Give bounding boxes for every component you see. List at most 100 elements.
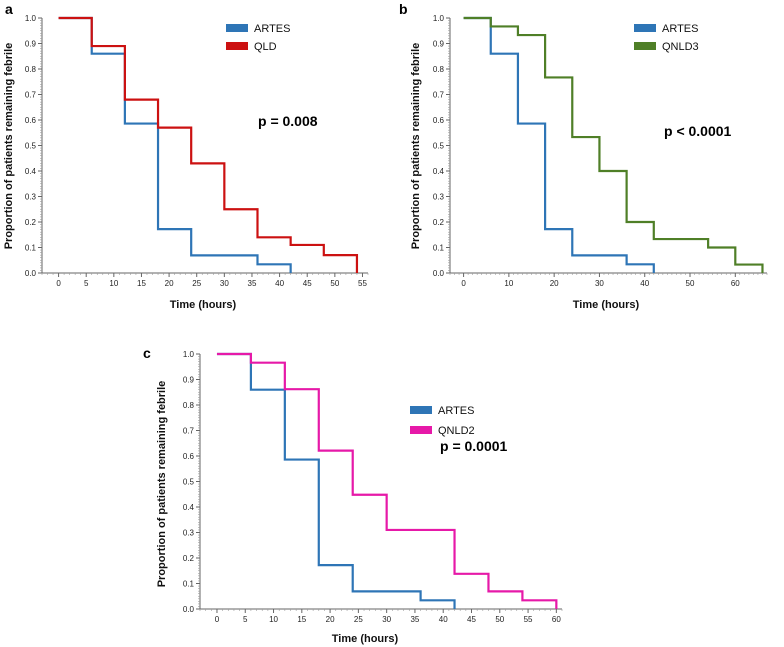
x-tick-label-b: 40 — [640, 279, 649, 288]
series-line-qld-a — [58, 16, 359, 273]
y-tick-label-b: 0.0 — [433, 269, 445, 278]
y-tick-label-a: 0.3 — [25, 193, 37, 202]
legend-b: ARTES QNLD3 — [634, 23, 699, 53]
legend-label-qld-a: QLD — [254, 41, 277, 53]
legend-swatch-qnld3-b — [634, 42, 656, 50]
y-tick-label-a: 0.9 — [25, 40, 37, 49]
y-tick-label-a: 0.4 — [25, 167, 37, 176]
x-tick-label-b: 10 — [504, 279, 513, 288]
x-tick-label-c: 5 — [243, 615, 248, 624]
x-tick-label-a: 35 — [248, 279, 257, 288]
y-tick-label-b: 0.4 — [433, 167, 445, 176]
x-axis-title-c: Time (hours) — [332, 633, 399, 645]
y-tick-label-b: 0.1 — [433, 244, 445, 253]
panel-b: b Proportion of patients remaining febri… — [399, 1, 768, 311]
y-tick-label-b: 1.0 — [433, 14, 445, 23]
legend-swatch-artes-c — [410, 406, 432, 414]
x-tick-label-b: 20 — [550, 279, 559, 288]
x-tick-label-a: 45 — [303, 279, 312, 288]
y-tick-label-b: 0.5 — [433, 142, 445, 151]
x-tick-label-a: 15 — [137, 279, 146, 288]
legend-label-qnld3-b: QNLD3 — [662, 41, 699, 53]
y-tick-label-b: 0.6 — [433, 116, 445, 125]
p-value-c: p = 0.0001 — [440, 438, 508, 454]
legend-swatch-qnld2-c — [410, 426, 432, 434]
y-tick-label-b: 0.9 — [433, 40, 445, 49]
panel-letter-c: c — [143, 345, 151, 361]
panel-letter-a: a — [5, 1, 13, 17]
x-tick-label-c: 60 — [552, 615, 561, 624]
legend-label-artes-c: ARTES — [438, 405, 474, 417]
panel-letter-b: b — [399, 1, 408, 17]
x-tick-label-c: 50 — [495, 615, 504, 624]
legend-swatch-qld-a — [226, 42, 248, 50]
panel-c: c Proportion of patients remaining febri… — [143, 345, 563, 645]
x-tick-label-b: 30 — [595, 279, 604, 288]
p-value-b: p < 0.0001 — [664, 123, 732, 139]
x-tick-label-b: 60 — [731, 279, 740, 288]
legend-a: ARTES QLD — [226, 23, 290, 53]
y-tick-label-c: 0.9 — [183, 376, 195, 385]
x-axis-title-b: Time (hours) — [573, 299, 640, 311]
x-tick-label-c: 35 — [410, 615, 419, 624]
x-tick-label-a: 50 — [330, 279, 339, 288]
x-tick-label-a: 25 — [192, 279, 201, 288]
y-tick-label-a: 0.6 — [25, 116, 37, 125]
x-tick-label-c: 10 — [269, 615, 278, 624]
x-tick-label-c: 30 — [382, 615, 391, 624]
x-tick-label-c: 40 — [439, 615, 448, 624]
series-line-artes-a — [58, 16, 292, 273]
x-tick-label-a: 5 — [84, 279, 89, 288]
x-tick-label-b: 50 — [686, 279, 695, 288]
y-tick-label-a: 0.7 — [25, 91, 37, 100]
panel-a: a Proportion of patients remaining febri… — [3, 1, 369, 311]
x-tick-label-b: 0 — [461, 279, 466, 288]
x-tick-label-a: 55 — [358, 279, 367, 288]
legend-label-qnld2-c: QNLD2 — [438, 425, 475, 437]
legend-c: ARTES QNLD2 — [410, 405, 475, 437]
p-value-a: p = 0.008 — [258, 113, 318, 129]
y-tick-label-b: 0.7 — [433, 91, 445, 100]
x-tick-label-a: 0 — [56, 279, 61, 288]
x-tick-label-a: 30 — [220, 279, 229, 288]
x-tick-label-c: 15 — [297, 615, 306, 624]
y-tick-label-c: 0.2 — [183, 554, 195, 563]
y-tick-label-a: 0.8 — [25, 65, 37, 74]
y-tick-label-c: 0.3 — [183, 529, 195, 538]
y-tick-label-c: 0.0 — [183, 605, 195, 614]
y-axis-title-a: Proportion of patients remaining febrile — [3, 43, 15, 250]
y-tick-label-c: 0.6 — [183, 452, 195, 461]
x-tick-label-a: 40 — [275, 279, 284, 288]
y-tick-label-b: 0.8 — [433, 65, 445, 74]
legend-swatch-artes-a — [226, 24, 248, 32]
legend-swatch-artes-b — [634, 24, 656, 32]
y-tick-label-a: 0.1 — [25, 244, 37, 253]
legend-label-artes-a: ARTES — [254, 23, 290, 35]
series-line-qnld2-c — [216, 352, 558, 609]
y-tick-label-c: 0.5 — [183, 478, 195, 487]
x-tick-label-a: 20 — [165, 279, 174, 288]
y-tick-label-a: 0.5 — [25, 142, 37, 151]
series-line-artes-c — [216, 352, 456, 609]
y-tick-label-c: 0.7 — [183, 427, 195, 436]
x-tick-label-c: 55 — [524, 615, 533, 624]
x-tick-label-c: 25 — [354, 615, 363, 624]
x-tick-label-c: 0 — [215, 615, 220, 624]
y-tick-label-a: 0.2 — [25, 218, 37, 227]
series-line-artes-b — [463, 16, 655, 273]
y-tick-label-c: 0.1 — [183, 580, 195, 589]
x-tick-label-a: 10 — [109, 279, 118, 288]
y-axis-title-b: Proportion of patients remaining febrile — [410, 43, 422, 250]
y-tick-label-a: 1.0 — [25, 14, 37, 23]
y-tick-label-b: 0.2 — [433, 218, 445, 227]
y-tick-label-a: 0.0 — [25, 269, 37, 278]
legend-label-artes-b: ARTES — [662, 23, 698, 35]
y-tick-label-c: 0.4 — [183, 503, 195, 512]
y-tick-label-c: 1.0 — [183, 350, 195, 359]
y-tick-label-b: 0.3 — [433, 193, 445, 202]
x-axis-title-a: Time (hours) — [170, 299, 237, 311]
x-tick-label-c: 20 — [326, 615, 335, 624]
series-line-qnld3-b — [463, 16, 764, 273]
x-tick-label-c: 45 — [467, 615, 476, 624]
